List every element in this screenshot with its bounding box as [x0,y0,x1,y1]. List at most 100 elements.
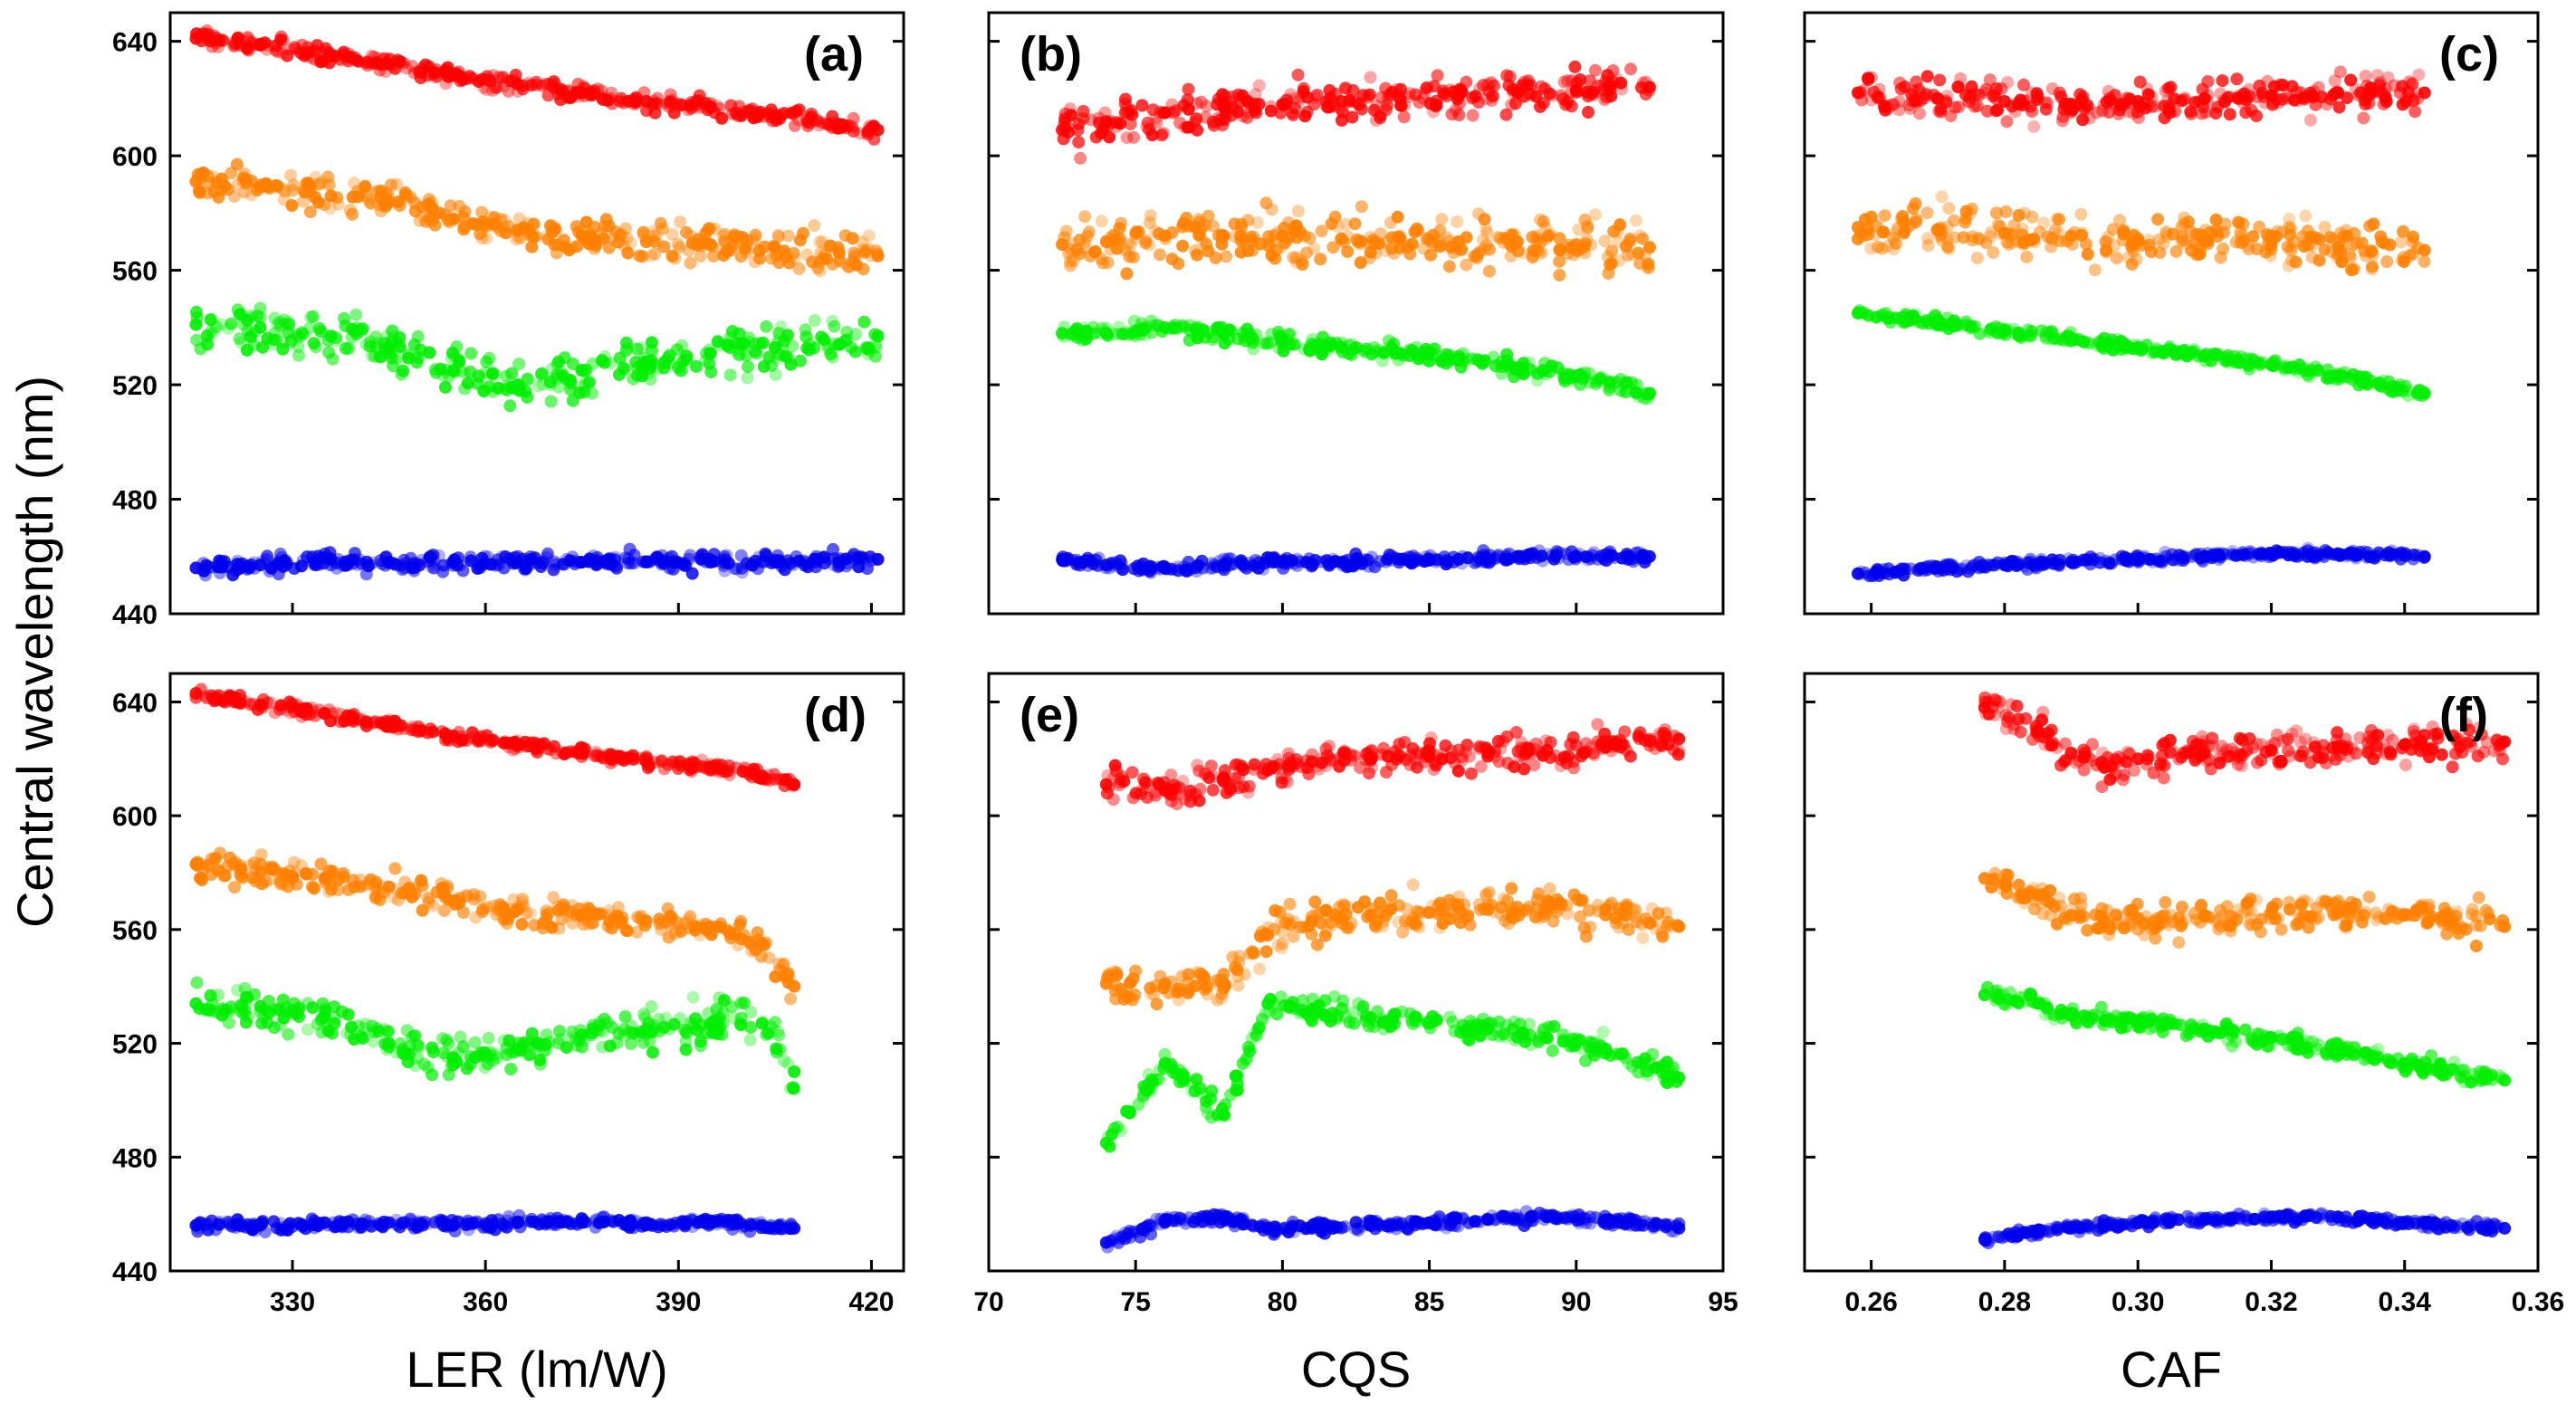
data-point [268,311,282,325]
data-point [826,350,839,364]
data-point [2266,549,2280,562]
data-point [1095,215,1108,228]
data-point [1572,223,1585,236]
data-point [557,1214,570,1227]
data-point [793,354,807,368]
data-point [1350,233,1364,246]
data-point [1304,342,1317,356]
data-point [2218,548,2232,561]
data-point [2095,104,2109,118]
data-point [1441,555,1455,568]
data-point [2201,75,2215,88]
data-point [1507,86,1520,100]
data-point [396,559,408,572]
data-point [1451,215,1464,229]
data-point [2054,553,2067,567]
data-point [2394,235,2408,249]
data-point [466,217,480,231]
data-point [1077,111,1090,125]
series-red [1851,65,2431,133]
data-point [2211,225,2224,239]
data-point [1864,210,1878,224]
data-point [2418,86,2431,100]
data-point [798,559,811,572]
data-point [190,311,204,324]
data-point [2017,78,2030,91]
data-point [282,1027,295,1041]
data-point [2418,254,2431,268]
data-point [2318,243,2332,256]
data-point [2399,91,2413,105]
data-point [1901,220,1915,234]
data-point [1935,224,1949,238]
data-point [1935,190,1949,204]
data-point [270,39,283,53]
data-point [2320,98,2333,111]
data-point [361,559,375,573]
data-point [2016,237,2029,251]
data-point [438,380,452,394]
data-point [1942,202,1956,215]
data-point [311,1017,324,1031]
data-point [2116,553,2130,567]
data-point [322,703,336,717]
data-point [1247,342,1260,356]
data-point [245,697,259,711]
data-point [2230,72,2244,86]
data-point [744,1006,758,1019]
data-point [303,321,317,335]
data-point [2265,98,2279,111]
data-point [443,215,456,229]
data-point [706,1016,720,1029]
data-point [684,256,697,270]
data-point [2239,93,2253,107]
data-point [341,883,355,896]
data-point [1460,231,1473,244]
data-point [439,66,453,80]
data-point [1573,547,1586,560]
data-point [673,241,686,254]
data-point [503,399,517,413]
data-point [1603,383,1616,396]
data-point [2133,75,2147,89]
data-point [1875,242,1889,255]
data-point [1442,260,1456,273]
data-point [434,1217,447,1230]
data-point [1248,97,1260,110]
data-point [2345,263,2359,277]
data-point [2090,106,2103,119]
data-point [847,111,860,125]
data-point [2284,222,2297,235]
data-point [221,183,235,196]
data-point [824,240,838,253]
data-point [783,772,796,786]
data-point [428,363,442,377]
data-point [365,57,378,71]
data-point [813,264,827,278]
data-point [1228,217,1241,231]
data-point [689,359,703,373]
data-point [2056,110,2070,123]
data-point [363,339,377,353]
data-point [1864,242,1878,255]
data-point [1346,83,1360,97]
data-point [1283,328,1297,340]
data-point [1369,113,1383,127]
data-point [2255,355,2269,368]
data-point [1638,556,1652,569]
data-point [1339,217,1353,231]
data-point [1474,555,1488,568]
data-point [1218,337,1231,350]
data-point [627,549,641,562]
data-point [199,568,212,582]
data-point [613,94,627,108]
data-point [1435,213,1449,226]
data-point [1884,316,1897,330]
data-point [566,744,579,758]
data-point [405,723,418,737]
data-point [461,1214,474,1227]
data-point [1412,96,1426,109]
data-point [1500,69,1514,82]
y-axis-title: Central wavelength (nm) [6,376,63,928]
y-tick-label: 520 [112,371,158,401]
